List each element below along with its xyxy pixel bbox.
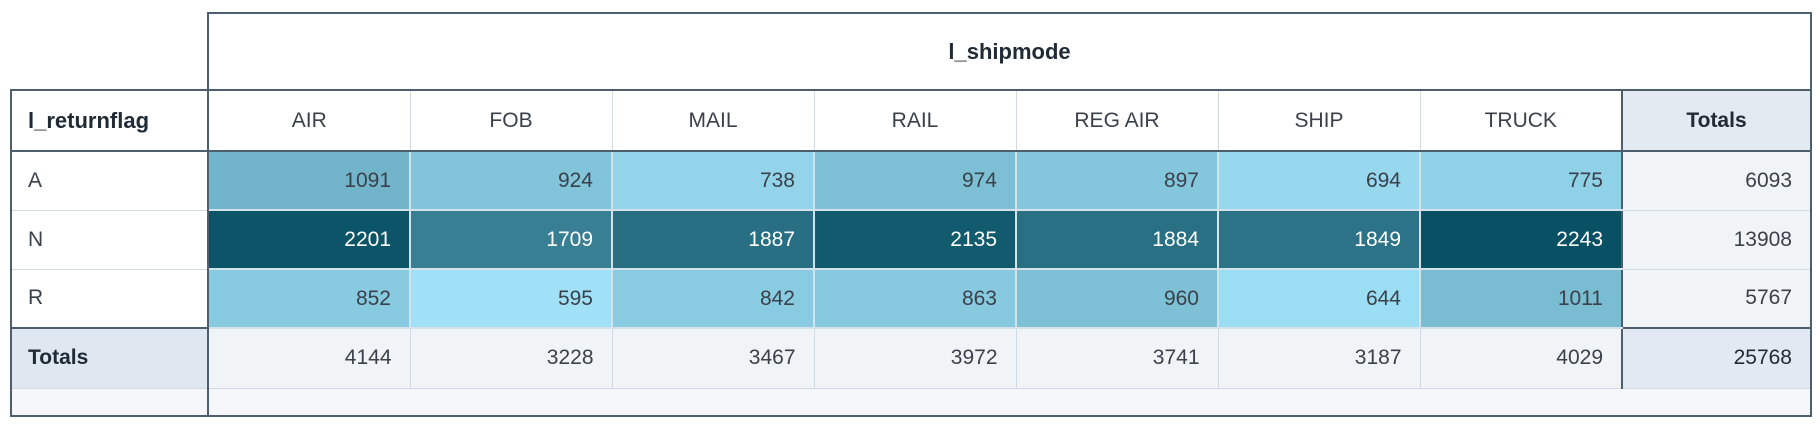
- col-total-cell[interactable]: 3741: [1015, 327, 1218, 389]
- pivot-table: l_shipmode l_returnflag AIR FOB MAIL RAI…: [10, 12, 1812, 417]
- row-total-cell[interactable]: 5767: [1621, 269, 1812, 329]
- column-header-rail[interactable]: RAIL: [813, 90, 1016, 152]
- col-total-cell[interactable]: 3972: [813, 327, 1016, 389]
- heat-cell[interactable]: 960: [1015, 269, 1218, 329]
- heat-cell[interactable]: 1091: [208, 151, 410, 211]
- column-dimension-header: l_shipmode: [207, 12, 1812, 91]
- column-header-fob[interactable]: FOB: [409, 90, 612, 152]
- heat-cell[interactable]: 924: [409, 151, 612, 211]
- heat-cell[interactable]: 974: [813, 151, 1016, 211]
- heat-cell[interactable]: 1849: [1217, 210, 1420, 270]
- footer-strip: [208, 388, 1812, 417]
- totals-column-header: Totals: [1621, 90, 1812, 152]
- row-label-n[interactable]: N: [10, 210, 209, 270]
- heat-cell[interactable]: 842: [611, 269, 814, 329]
- heat-cell[interactable]: 694: [1217, 151, 1420, 211]
- row-total-cell[interactable]: 6093: [1621, 151, 1812, 211]
- heat-cell[interactable]: 2135: [813, 210, 1016, 270]
- top-left-spacer: [11, 13, 208, 90]
- row-label-a[interactable]: A: [10, 151, 209, 211]
- footer-strip-left: [10, 388, 209, 417]
- column-header-truck[interactable]: TRUCK: [1419, 90, 1622, 152]
- heat-cell[interactable]: 644: [1217, 269, 1420, 329]
- heat-cell[interactable]: 2243: [1419, 210, 1622, 270]
- grand-total-cell[interactable]: 25768: [1621, 327, 1812, 389]
- column-header-reg-air[interactable]: REG AIR: [1015, 90, 1218, 152]
- col-total-cell[interactable]: 4144: [207, 327, 410, 389]
- heat-cell[interactable]: 1884: [1015, 210, 1218, 270]
- column-header-air[interactable]: AIR: [207, 90, 410, 152]
- heat-cell[interactable]: 1887: [611, 210, 814, 270]
- heat-cell[interactable]: 1011: [1419, 269, 1622, 329]
- row-dimension-header: l_returnflag: [10, 89, 209, 152]
- col-total-cell[interactable]: 3187: [1217, 327, 1420, 389]
- heat-cell[interactable]: 852: [208, 269, 410, 329]
- heat-cell[interactable]: 2201: [208, 210, 410, 270]
- col-total-cell[interactable]: 3467: [611, 327, 814, 389]
- heat-cell[interactable]: 1709: [409, 210, 612, 270]
- totals-row-label: Totals: [10, 327, 209, 389]
- heat-cell[interactable]: 897: [1015, 151, 1218, 211]
- column-header-mail[interactable]: MAIL: [611, 90, 814, 152]
- column-header-ship[interactable]: SHIP: [1217, 90, 1420, 152]
- heat-cell[interactable]: 738: [611, 151, 814, 211]
- col-total-cell[interactable]: 3228: [409, 327, 612, 389]
- heat-cell[interactable]: 863: [813, 269, 1016, 329]
- heat-cell[interactable]: 775: [1419, 151, 1622, 211]
- heat-cell[interactable]: 595: [409, 269, 612, 329]
- row-total-cell[interactable]: 13908: [1621, 210, 1812, 270]
- col-total-cell[interactable]: 4029: [1419, 327, 1622, 389]
- row-label-r[interactable]: R: [10, 269, 209, 329]
